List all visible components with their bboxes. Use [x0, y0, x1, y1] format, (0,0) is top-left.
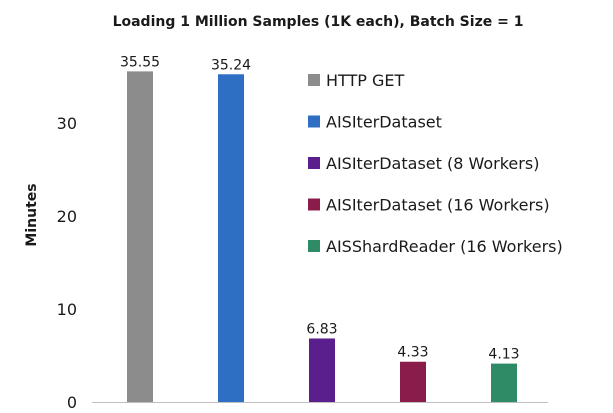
bar-value-label: 35.55 — [120, 54, 160, 70]
bar-3 — [309, 338, 335, 402]
legend-swatch — [308, 240, 320, 252]
bar-4 — [400, 361, 426, 402]
y-axis-ticks: 0 10 20 30 — [57, 114, 77, 412]
legend-swatch — [308, 198, 320, 211]
legend: HTTP GET AISIterDataset AISIterDataset (8 … — [308, 71, 563, 256]
bar-value-label: 35.24 — [211, 57, 251, 73]
y-tick-label: 30 — [57, 114, 77, 133]
legend-swatch — [308, 115, 320, 128]
bar-value-label: 6.83 — [306, 321, 337, 337]
bar-2 — [218, 74, 244, 402]
y-tick-label: 10 — [57, 300, 77, 319]
bar-value-label: 4.33 — [397, 345, 428, 361]
bar-1 — [127, 71, 153, 402]
legend-label: AISIterDataset — [326, 113, 442, 132]
data-labels-group: 35.55 35.24 6.83 4.33 4.13 — [120, 54, 520, 362]
chart-title: Loading 1 Million Samples (1K each), Bat… — [113, 14, 524, 30]
bar-5 — [491, 363, 517, 402]
y-axis-label: Minutes — [24, 183, 40, 246]
y-tick-label: 20 — [57, 207, 77, 226]
y-tick-label: 0 — [67, 393, 77, 412]
legend-swatch — [308, 74, 320, 86]
legend-label: AISIterDataset (16 Workers) — [326, 196, 550, 215]
legend-label: AISShardReader (16 Workers) — [326, 237, 563, 256]
legend-swatch — [308, 157, 320, 169]
bar-value-label: 4.13 — [488, 347, 519, 363]
legend-label: AISIterDataset (8 Workers) — [326, 154, 539, 173]
bars-group — [127, 71, 517, 402]
legend-label: HTTP GET — [326, 71, 405, 90]
